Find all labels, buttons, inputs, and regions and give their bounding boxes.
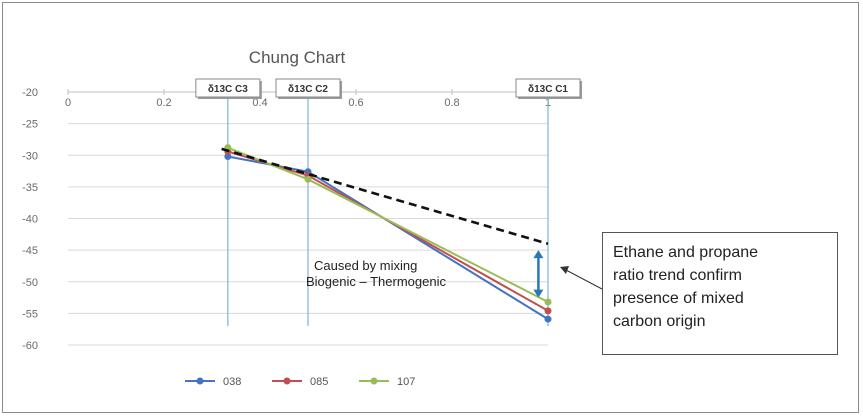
legend-marker-107: [370, 377, 378, 385]
callout-line: Ethane and propane: [613, 244, 759, 261]
overlays: [221, 147, 603, 298]
annotation-line2: Biogenic – Thermogenic: [306, 274, 446, 289]
data-point-038: [544, 315, 552, 323]
marker-label: δ13C C1: [528, 84, 568, 95]
y-tick-label: -20: [22, 87, 38, 99]
x-tick-label: 0.4: [252, 97, 267, 109]
y-tick-label: -50: [22, 277, 38, 289]
marker-label: δ13C C2: [288, 84, 328, 95]
callout-pointer: [565, 269, 603, 290]
marker-label: δ13C C3: [208, 84, 248, 95]
y-axis: -20 -25 -30 -35 -40 -45 -50 -55 -60: [22, 87, 38, 352]
callout-pointer-head: [560, 266, 569, 274]
y-tick-label: -55: [22, 308, 38, 320]
x-tick-label: 0.6: [348, 97, 363, 109]
series-line-038: [227, 155, 549, 320]
y-tick-label: -30: [22, 150, 38, 162]
legend-marker-038: [196, 377, 204, 385]
trend-line: [221, 147, 549, 246]
data-point-107: [544, 298, 552, 306]
y-tick-label: -25: [22, 119, 38, 131]
chart-title: Chung Chart: [249, 48, 346, 67]
series-group: [224, 144, 552, 323]
y-tick-label: -60: [22, 340, 38, 352]
x-tick-label: 0.8: [444, 97, 459, 109]
callout-line: ratio trend confirm: [613, 267, 742, 284]
marker-label-box: [195, 78, 261, 98]
marker-lines: δ13C C3 δ13C C2 δ13C C1: [195, 78, 582, 327]
x-tick-label: 0: [65, 97, 71, 109]
legend-label-085: 085: [310, 376, 328, 388]
y-tick-label: -35: [22, 182, 38, 194]
annotation-line1: Caused by mixing: [314, 258, 417, 273]
data-point-107: [304, 175, 312, 183]
y-tick-label: -45: [22, 245, 38, 257]
mixing-arrow-head-down: [533, 289, 544, 298]
marker-label-box: [515, 78, 581, 98]
y-tick-label: -40: [22, 214, 38, 226]
legend-marker-085: [283, 377, 291, 385]
legend-label-107: 107: [397, 376, 415, 388]
legend-label-038: 038: [223, 376, 241, 388]
legend: 038 085 107: [185, 376, 415, 388]
callout-line: presence of mixed: [613, 290, 744, 307]
marker-label-box: [275, 78, 341, 98]
x-tick-label: 0.2: [156, 97, 171, 109]
callout-box: Ethane and propane ratio trend confirm p…: [602, 232, 838, 355]
callout-line: carbon origin: [613, 313, 706, 330]
data-point-085: [544, 307, 552, 315]
data-point-038: [224, 153, 232, 161]
mixing-arrow-head-up: [533, 250, 544, 259]
